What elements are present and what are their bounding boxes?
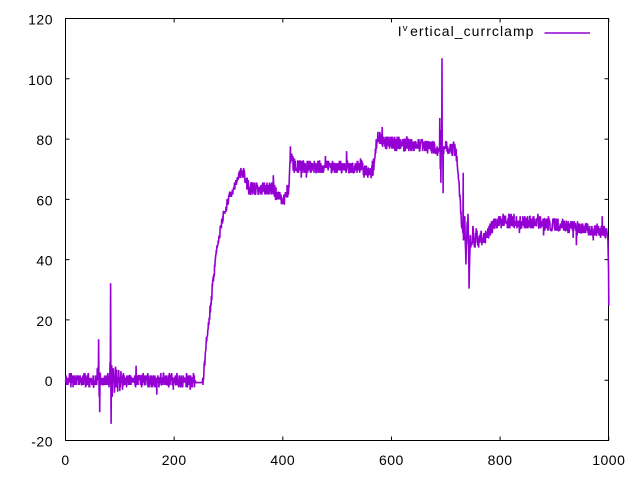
svg-text:100: 100 [28,72,53,88]
svg-text:0: 0 [61,452,69,468]
svg-text:40: 40 [36,253,53,269]
svg-text:20: 20 [36,313,53,329]
svg-text:400: 400 [270,452,295,468]
svg-text:120: 120 [28,12,53,28]
svg-text:800: 800 [488,452,513,468]
svg-text:0: 0 [45,373,53,389]
svg-text:-20: -20 [31,434,53,450]
svg-text:1000: 1000 [592,452,625,468]
svg-text:60: 60 [36,192,53,208]
svg-text:80: 80 [36,132,53,148]
svg-text:600: 600 [379,452,404,468]
svg-text:200: 200 [162,452,187,468]
